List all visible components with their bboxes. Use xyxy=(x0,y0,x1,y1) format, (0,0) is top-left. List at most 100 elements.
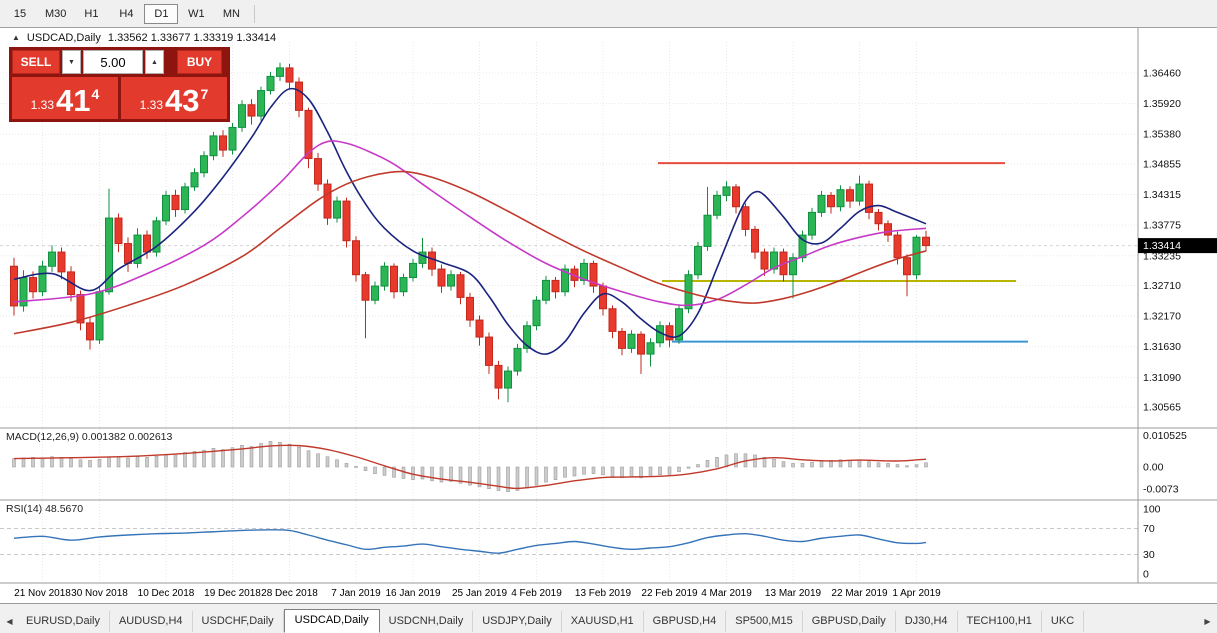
macd-histogram-bar xyxy=(363,466,368,471)
rsi-axis-label: 0 xyxy=(1143,569,1149,581)
current-price-tag-bg xyxy=(1138,238,1217,254)
macd-histogram-bar xyxy=(515,466,520,491)
price-axis-label: 1.35920 xyxy=(1143,98,1181,110)
candle-body xyxy=(143,234,151,253)
rsi-line xyxy=(13,529,927,554)
candle-body xyxy=(475,319,484,338)
price-axis-label: 1.32710 xyxy=(1143,280,1181,292)
macd-axis-label: -0.0073 xyxy=(1143,483,1179,495)
chart-tab-tech100-h1[interactable]: TECH100,H1 xyxy=(958,611,1042,632)
macd-histogram-bar xyxy=(800,463,805,468)
timeframe-button-d1[interactable]: D1 xyxy=(144,3,179,24)
timeframe-button-h1[interactable]: H1 xyxy=(84,7,99,20)
candle-body xyxy=(48,251,56,267)
timeframe-button-h4[interactable]: H4 xyxy=(119,7,134,20)
candles-layer xyxy=(10,62,930,403)
macd-histogram-bar xyxy=(31,457,35,468)
collapse-marker-icon[interactable]: ▲ xyxy=(12,33,20,42)
macd-histogram-bar xyxy=(116,456,121,468)
macd-histogram-bar xyxy=(88,460,92,468)
macd-histogram-bar xyxy=(164,454,168,468)
candle-body xyxy=(133,234,142,264)
chart-tab-bar: ◀ EURUSD,Daily AUDUSD,H4 USDCHF,Daily USDCA… xyxy=(0,603,1217,633)
timeframe-button-mn[interactable]: MN xyxy=(222,7,240,20)
buy-price-prefix: 1.33 xyxy=(139,98,164,112)
buy-price-sup: 7 xyxy=(200,86,209,102)
chart-ohlc-label: 1.33562 1.33677 1.33319 1.33414 xyxy=(107,32,277,44)
macd-histogram-bar xyxy=(924,462,928,468)
time-axis-label: 4 Feb 2019 xyxy=(511,588,562,599)
chart-tab-dj30-h4[interactable]: DJ30,H4 xyxy=(896,611,958,632)
candle-body xyxy=(361,274,370,301)
time-axis-label: 13 Mar 2019 xyxy=(765,588,822,599)
candle-body xyxy=(580,262,588,281)
toolbar-separator xyxy=(254,4,256,23)
macd-histogram-bar xyxy=(145,457,149,468)
macd-histogram-bar xyxy=(810,461,814,468)
candle-body xyxy=(760,251,769,270)
chart-symbol-label: USDCAD,Daily xyxy=(26,32,101,44)
tabs-scroll-right-button[interactable]: ▶ xyxy=(1200,612,1215,631)
chart-canvas[interactable]: MACD(12,26,9) 0.001382 0.002613 0.010525 0… xyxy=(0,28,1217,603)
sell-button[interactable]: SELL xyxy=(12,50,60,74)
candle-body xyxy=(770,251,778,270)
candle-body xyxy=(247,104,256,117)
rsi-label: RSI(14) 48.5670 xyxy=(6,503,83,515)
macd-histogram-bar xyxy=(534,466,539,486)
candle-body xyxy=(836,189,845,208)
candle-body xyxy=(228,126,237,151)
candle-body xyxy=(418,251,427,264)
candle-body xyxy=(181,186,189,211)
sell-price-panel[interactable]: 1.33 41 4 xyxy=(12,77,118,119)
chart-tab-sp500-m15[interactable]: SP500,M15 xyxy=(726,611,803,632)
chart-tab-ukc[interactable]: UKC xyxy=(1042,611,1085,632)
one-click-trading-widget: SELL ▼ 5.00 ▲ BUY 1.33 41 4 1.33 43 7 xyxy=(9,47,230,122)
time-axis-label: 10 Dec 2018 xyxy=(138,588,195,599)
chart-tab-usdcad-daily[interactable]: USDCAD,Daily xyxy=(283,609,380,633)
chart-tab-usdchf-daily[interactable]: USDCHF,Daily xyxy=(193,611,284,632)
chart-tab-usdcnh-daily[interactable]: USDCNH,Daily xyxy=(380,611,474,632)
tabs-scroll-left-button[interactable]: ◀ xyxy=(2,612,17,631)
macd-signal-line xyxy=(13,444,927,490)
ma-fast-blue xyxy=(13,87,927,355)
candle-body xyxy=(827,194,835,208)
macd-histogram-bar xyxy=(430,466,434,482)
timeframe-button-w1[interactable]: W1 xyxy=(188,7,205,20)
candle-body xyxy=(618,330,626,349)
trade-prices-row: 1.33 41 4 1.33 43 7 xyxy=(12,77,227,119)
time-axis[interactable]: 21 Nov 2018 30 Nov 2018 10 Dec 2018 19 Dec … xyxy=(14,588,941,599)
timeframe-button-m30[interactable]: M30 xyxy=(45,7,67,20)
time-axis-label: 16 Jan 2019 xyxy=(385,588,440,599)
ma-medium-magenta xyxy=(13,140,927,307)
buy-price-panel[interactable]: 1.33 43 7 xyxy=(121,77,227,119)
buy-price-big: 43 xyxy=(165,83,200,118)
candle-body xyxy=(266,75,275,92)
candle-body xyxy=(589,262,598,287)
macd-label: MACD(12,26,9) 0.001382 0.002613 xyxy=(6,431,173,443)
buy-button[interactable]: BUY xyxy=(177,50,222,74)
volume-input[interactable]: 5.00 xyxy=(83,50,143,74)
chart-tab-gbpusd-h4[interactable]: GBPUSD,H4 xyxy=(644,611,727,632)
candle-body xyxy=(390,265,398,293)
macd-histogram-bar xyxy=(914,464,919,468)
candle-body xyxy=(855,183,864,202)
candle-body xyxy=(542,279,550,301)
chart-tab-usdjpy-daily[interactable]: USDJPY,Daily xyxy=(473,611,562,632)
volume-decrease-button[interactable]: ▼ xyxy=(62,50,81,74)
chart-tab-eurusd-daily[interactable]: EURUSD,Daily xyxy=(17,611,110,632)
price-axis[interactable]: 1.36460 1.35920 1.35380 1.34855 1.34315 1.337… xyxy=(1143,68,1181,414)
macd-histogram-bar xyxy=(715,457,719,468)
time-axis-label: 30 Nov 2018 xyxy=(71,588,128,599)
timeframe-buttons: 15 M30 H1 H4 D1 W1 MN xyxy=(3,3,248,24)
chart-tab-gbpusd-daily[interactable]: GBPUSD,Daily xyxy=(803,611,896,632)
chart-tab-audusd-h4[interactable]: AUDUSD,H4 xyxy=(110,611,193,632)
timeframe-button-15[interactable]: 15 xyxy=(13,7,27,20)
chart-tab-xauusd-h1[interactable]: XAUUSD,H1 xyxy=(562,611,644,632)
candle-body xyxy=(86,322,94,341)
macd-histogram-bar xyxy=(658,466,662,476)
macd-histogram-bar xyxy=(297,446,301,468)
volume-increase-button[interactable]: ▲ xyxy=(145,50,164,74)
candle-body xyxy=(333,200,341,219)
candle-body xyxy=(447,274,455,287)
macd-histogram-bar xyxy=(734,453,738,468)
